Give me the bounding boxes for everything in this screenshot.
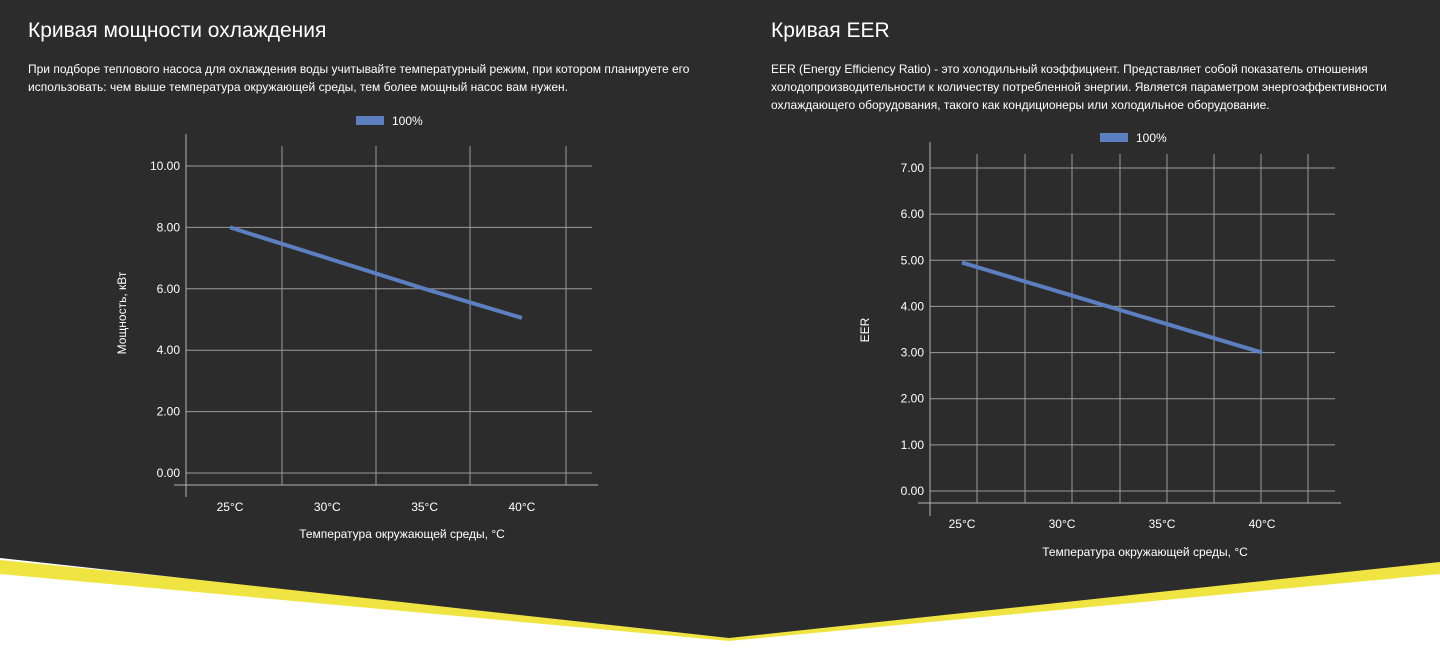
x-tick-label: 30°C [1049,517,1076,531]
eer-description: EER (Energy Efficiency Ratio) - это холо… [771,62,1387,112]
y-tick-label: 10.00 [150,159,180,173]
dark-panel [0,0,1440,638]
legend-label: 100% [1136,131,1167,145]
y-tick-label: 3.00 [901,346,925,360]
cooling-capacity-description: При подборе теплового насоса для охлажде… [28,62,690,94]
y-tick-label: 6.00 [157,282,181,296]
y-tick-label: 8.00 [157,220,181,234]
x-tick-label: 35°C [411,500,438,514]
cooling-capacity-title: Кривая мощности охлаждения [28,19,327,42]
y-tick-label: 6.00 [901,207,925,221]
x-tick-label: 35°C [1149,517,1176,531]
x-tick-label: 25°C [949,517,976,531]
eer-section: Кривая EER EER (Energy Efficiency Ratio)… [771,18,1411,114]
x-tick-label: 40°C [1249,517,1276,531]
legend-label: 100% [392,114,423,128]
x-tick-label: 30°C [314,500,341,514]
y-tick-label: 5.00 [901,253,925,267]
series-line [961,260,1263,355]
y-tick-label: 7.00 [901,161,925,175]
legend-swatch [356,116,384,125]
white-bottom [0,574,1440,662]
legend-swatch [1100,133,1128,142]
x-axis-title: Температура окружающей среды, °С [1042,545,1248,559]
y-axis-title: Мощность, кВт [115,271,129,354]
x-axis-title: Температура окружающей среды, °С [299,527,505,541]
eer-title: Кривая EER [771,19,890,42]
y-tick-label: 2.00 [901,392,925,406]
y-tick-label: 0.00 [157,466,181,480]
y-axis-title: EER [858,317,872,342]
y-tick-label: 2.00 [157,405,181,419]
y-tick-label: 4.00 [157,343,181,357]
y-tick-label: 1.00 [901,438,925,452]
x-tick-label: 40°C [508,500,535,514]
y-tick-label: 0.00 [901,484,925,498]
cooling-capacity-section: Кривая мощности охлаждения При подборе т… [28,18,708,96]
x-tick-label: 25°C [217,500,244,514]
y-tick-label: 4.00 [901,299,925,313]
series-line [229,225,523,320]
